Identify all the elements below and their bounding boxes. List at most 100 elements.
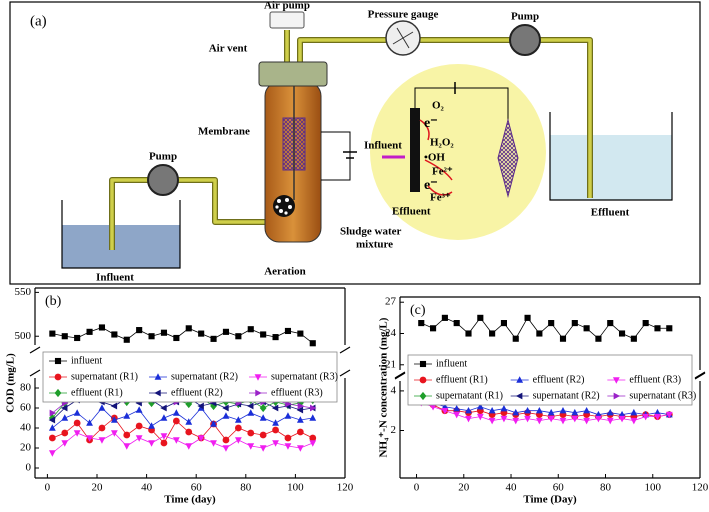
inset-label: Fe²⁺: [432, 166, 453, 178]
air-pump: [269, 11, 305, 29]
marker: [418, 320, 425, 327]
marker: [630, 408, 638, 416]
axis-break: [694, 371, 706, 379]
axis-break: [29, 346, 41, 354]
marker: [419, 391, 427, 401]
marker: [210, 420, 217, 427]
marker: [185, 428, 193, 436]
legend-label: supernatant (R2): [171, 371, 238, 382]
marker: [49, 330, 56, 337]
marker: [210, 335, 217, 342]
marker: [430, 325, 437, 332]
marker: [453, 320, 460, 327]
marker: [210, 440, 217, 447]
label: Aeration: [264, 266, 306, 278]
marker: [73, 419, 81, 427]
marker: [73, 430, 81, 437]
marker: [235, 333, 242, 340]
marker: [98, 324, 106, 331]
series-line: [421, 400, 670, 418]
marker: [612, 377, 620, 384]
marker: [642, 320, 649, 327]
x-tick-label: 20: [92, 482, 104, 494]
marker: [309, 414, 317, 421]
marker: [185, 325, 192, 332]
marker: [296, 406, 304, 414]
marker: [595, 415, 602, 423]
marker: [429, 404, 437, 411]
legend-label: effluent (R3): [271, 387, 323, 398]
marker: [247, 402, 254, 410]
x-tick-label: 0: [414, 482, 420, 494]
y-tick-label: 21: [385, 358, 396, 370]
x-tick-label: 100: [645, 482, 662, 494]
marker: [98, 437, 106, 444]
inset-label: e⁻: [424, 178, 438, 193]
marker: [607, 320, 614, 327]
marker: [419, 360, 427, 368]
marker: [86, 328, 93, 335]
marker: [642, 413, 650, 421]
legend-box: [407, 354, 693, 406]
marker: [296, 445, 304, 452]
marker: [48, 424, 56, 431]
influent-water: [62, 225, 180, 268]
y-tick-label: 27: [385, 296, 397, 308]
inset-label: H₂O₂: [430, 137, 454, 149]
marker: [222, 328, 230, 335]
marker: [583, 417, 591, 425]
marker: [512, 417, 520, 425]
x-tick-label: 40: [506, 482, 518, 494]
inset-label: O₂: [432, 100, 445, 112]
marker: [500, 415, 508, 423]
marker: [453, 404, 461, 412]
marker: [154, 373, 162, 380]
marker: [547, 415, 555, 423]
legend-label: effluent (R1): [436, 374, 488, 385]
marker: [123, 336, 130, 343]
legend-label: supernatant (R2): [533, 390, 600, 401]
marker: [148, 422, 155, 429]
x-tick-label: 80: [240, 482, 252, 494]
marker: [297, 330, 304, 337]
marker: [222, 412, 230, 419]
x-axis-title: Time (day): [164, 494, 216, 506]
marker: [61, 440, 69, 447]
marker: [135, 435, 143, 442]
marker: [247, 443, 255, 450]
marker: [571, 408, 579, 416]
marker: [654, 408, 661, 416]
marker: [197, 402, 204, 410]
marker: [54, 373, 62, 381]
legend-box: [42, 351, 338, 403]
marker: [512, 335, 519, 342]
marker: [197, 435, 205, 442]
marker: [160, 439, 168, 447]
marker: [488, 417, 496, 425]
marker: [160, 404, 167, 412]
marker: [160, 414, 168, 421]
marker: [284, 443, 292, 450]
marker: [148, 440, 155, 447]
bubbles: [275, 198, 292, 215]
marker: [61, 429, 69, 437]
marker: [160, 329, 168, 336]
y-tick-label: 4: [391, 384, 397, 396]
marker: [630, 417, 638, 425]
influent-tank: [61, 200, 181, 269]
pump-top: [509, 24, 541, 56]
marker: [310, 404, 317, 412]
legend-label: influent: [71, 355, 102, 366]
marker: [272, 334, 279, 341]
marker: [74, 334, 81, 342]
marker: [559, 417, 567, 425]
marker: [260, 331, 267, 338]
marker: [618, 330, 626, 337]
marker: [247, 326, 254, 333]
marker: [595, 335, 602, 342]
x-axis-title: Time (Day): [523, 494, 577, 506]
marker: [172, 409, 180, 416]
label: Air pump: [264, 0, 310, 12]
label: Pump: [149, 151, 177, 163]
marker: [297, 402, 305, 410]
